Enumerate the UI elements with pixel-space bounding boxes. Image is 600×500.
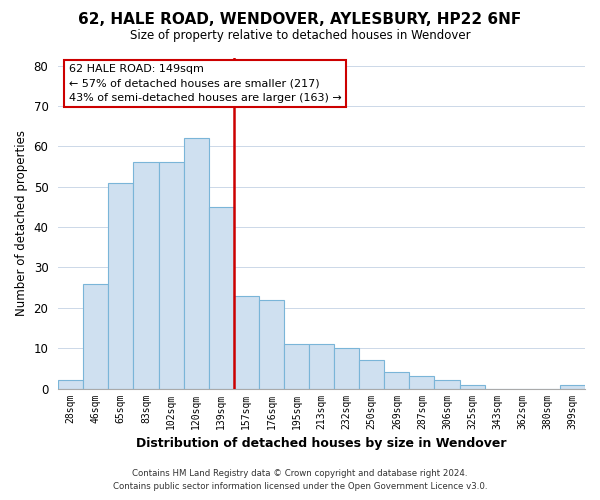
Bar (83, 284, 109, 389)
Bar (284, 344, 309, 389)
Bar (184, 138, 209, 388)
Bar (359, 360, 384, 388)
Bar (460, 384, 485, 388)
Bar (259, 300, 284, 388)
Text: 62, HALE ROAD, WENDOVER, AYLESBURY, HP22 6NF: 62, HALE ROAD, WENDOVER, AYLESBURY, HP22… (79, 12, 521, 28)
Bar (234, 296, 259, 388)
Bar (109, 182, 133, 388)
Bar (560, 384, 585, 388)
Text: 62 HALE ROAD: 149sqm
← 57% of detached houses are smaller (217)
43% of semi-deta: 62 HALE ROAD: 149sqm ← 57% of detached h… (68, 64, 341, 103)
Text: Size of property relative to detached houses in Wendover: Size of property relative to detached ho… (130, 29, 470, 42)
Bar (384, 372, 409, 388)
Bar (334, 348, 359, 389)
Bar (58, 380, 83, 388)
Bar (434, 380, 460, 388)
Bar (158, 162, 184, 388)
Bar (133, 162, 158, 388)
Bar (409, 376, 434, 388)
X-axis label: Distribution of detached houses by size in Wendover: Distribution of detached houses by size … (136, 437, 507, 450)
Bar (309, 344, 334, 389)
Y-axis label: Number of detached properties: Number of detached properties (15, 130, 28, 316)
Text: Contains HM Land Registry data © Crown copyright and database right 2024.
Contai: Contains HM Land Registry data © Crown c… (113, 469, 487, 491)
Bar (209, 207, 234, 388)
